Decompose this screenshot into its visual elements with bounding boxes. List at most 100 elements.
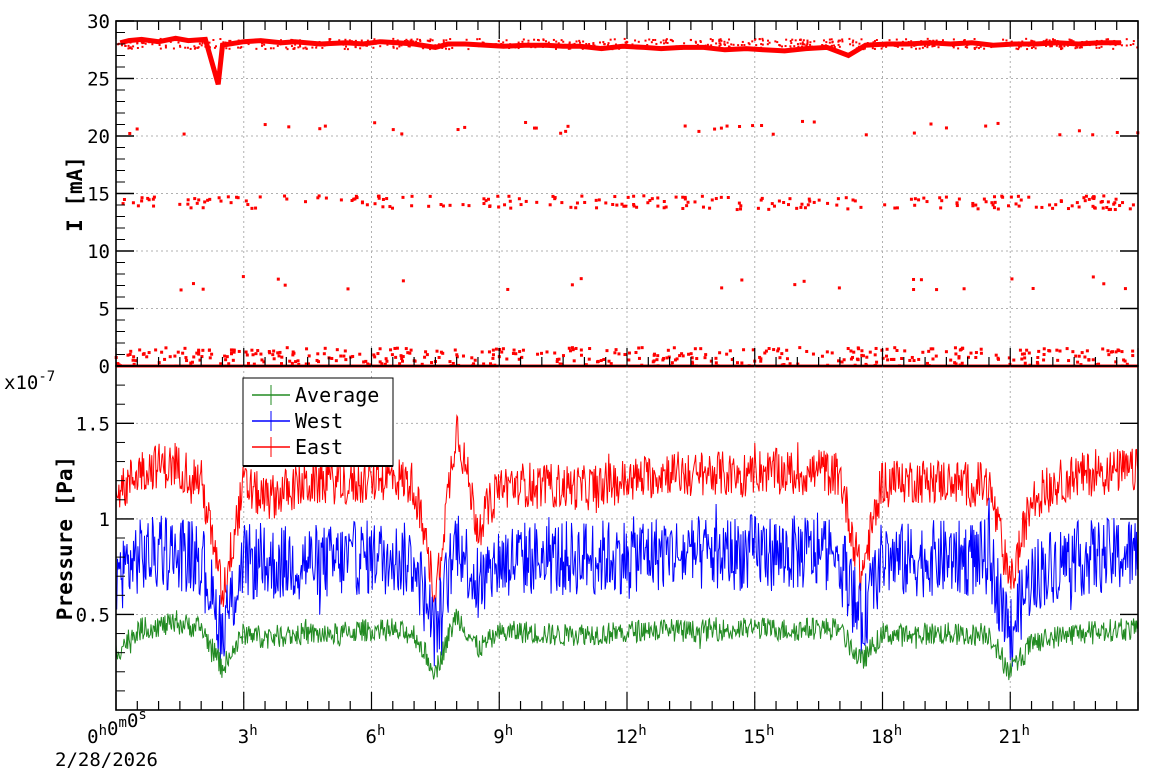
current-point bbox=[698, 46, 701, 49]
current-point bbox=[953, 346, 957, 350]
current-point bbox=[770, 202, 774, 206]
current-point bbox=[905, 38, 908, 41]
current-point bbox=[410, 38, 413, 41]
current-point bbox=[228, 47, 231, 50]
current-point bbox=[160, 350, 164, 354]
current-point bbox=[588, 43, 591, 46]
current-point bbox=[201, 348, 205, 352]
current-point bbox=[1030, 39, 1033, 42]
current-point bbox=[136, 204, 140, 208]
current-point bbox=[759, 359, 763, 363]
current-point bbox=[411, 40, 414, 43]
current-point bbox=[747, 42, 750, 45]
current-point bbox=[919, 278, 923, 282]
current-point bbox=[935, 288, 939, 292]
current-point bbox=[763, 351, 767, 355]
current-point bbox=[378, 347, 382, 351]
current-point bbox=[152, 204, 156, 208]
current-point bbox=[751, 348, 755, 352]
current-point bbox=[858, 42, 861, 45]
current-point bbox=[132, 45, 135, 48]
current-point bbox=[788, 197, 792, 201]
current-point bbox=[594, 198, 598, 202]
current-point bbox=[442, 39, 445, 42]
current-point bbox=[286, 48, 289, 51]
current-point bbox=[754, 38, 757, 41]
current-point bbox=[1015, 47, 1018, 50]
current-point bbox=[260, 39, 263, 42]
current-point bbox=[1091, 133, 1095, 137]
current-point bbox=[1020, 357, 1024, 361]
current-point bbox=[305, 347, 309, 351]
current-point bbox=[614, 45, 617, 48]
current-point bbox=[350, 199, 354, 203]
current-point bbox=[1048, 39, 1051, 42]
current-point bbox=[892, 357, 896, 361]
current-point bbox=[874, 346, 878, 350]
current-point bbox=[564, 129, 568, 133]
current-point bbox=[673, 45, 676, 48]
current-point bbox=[685, 204, 689, 208]
current-point bbox=[219, 362, 223, 366]
current-point bbox=[378, 360, 382, 364]
current-point bbox=[384, 357, 388, 361]
current-marks bbox=[114, 35, 1140, 368]
current-point bbox=[793, 283, 797, 287]
current-point bbox=[518, 350, 522, 354]
current-point bbox=[560, 39, 563, 42]
current-point bbox=[427, 204, 431, 208]
current-y-ticks: 0 5 10 15 20 25 30 bbox=[87, 11, 1138, 378]
current-point bbox=[229, 348, 233, 352]
current-point bbox=[359, 47, 362, 50]
current-point bbox=[624, 41, 627, 44]
current-point bbox=[283, 283, 287, 287]
current-point bbox=[393, 42, 396, 45]
current-point bbox=[849, 43, 852, 46]
current-point bbox=[561, 44, 564, 47]
current-point bbox=[717, 47, 720, 50]
current-point bbox=[193, 197, 197, 201]
current-point bbox=[213, 46, 216, 49]
current-point bbox=[1054, 203, 1058, 207]
current-point bbox=[251, 353, 255, 357]
current-point bbox=[645, 47, 648, 50]
current-point bbox=[984, 124, 988, 128]
current-point bbox=[966, 355, 970, 359]
current-y-tick-label: 25 bbox=[87, 69, 110, 91]
current-point bbox=[932, 44, 935, 47]
current-point bbox=[687, 352, 691, 356]
current-point bbox=[245, 353, 249, 357]
current-point bbox=[795, 47, 798, 50]
current-point bbox=[352, 197, 356, 201]
current-point bbox=[517, 41, 520, 44]
current-point bbox=[373, 38, 376, 41]
current-point bbox=[491, 348, 495, 352]
current-point bbox=[974, 351, 978, 355]
current-point bbox=[269, 47, 272, 50]
current-point bbox=[1077, 205, 1081, 209]
current-point bbox=[225, 355, 229, 359]
current-point bbox=[793, 45, 796, 48]
current-point bbox=[1117, 349, 1121, 353]
current-point bbox=[1007, 204, 1011, 208]
current-point bbox=[480, 350, 484, 354]
current-point bbox=[245, 41, 248, 44]
current-point bbox=[236, 196, 240, 200]
current-point bbox=[522, 38, 525, 41]
current-point bbox=[551, 194, 555, 198]
current-y-axis-label: I [mA] bbox=[63, 156, 87, 232]
current-point bbox=[661, 358, 665, 362]
current-point bbox=[136, 46, 139, 49]
current-point bbox=[761, 43, 764, 46]
current-point bbox=[206, 198, 210, 202]
current-point bbox=[654, 38, 657, 41]
current-point bbox=[252, 39, 255, 42]
current-point bbox=[969, 351, 973, 355]
current-point bbox=[1019, 45, 1022, 48]
current-point bbox=[159, 37, 162, 40]
current-point bbox=[163, 357, 167, 361]
current-point bbox=[579, 353, 583, 357]
current-point bbox=[293, 46, 296, 49]
current-point bbox=[918, 47, 921, 50]
current-point bbox=[1044, 39, 1047, 42]
